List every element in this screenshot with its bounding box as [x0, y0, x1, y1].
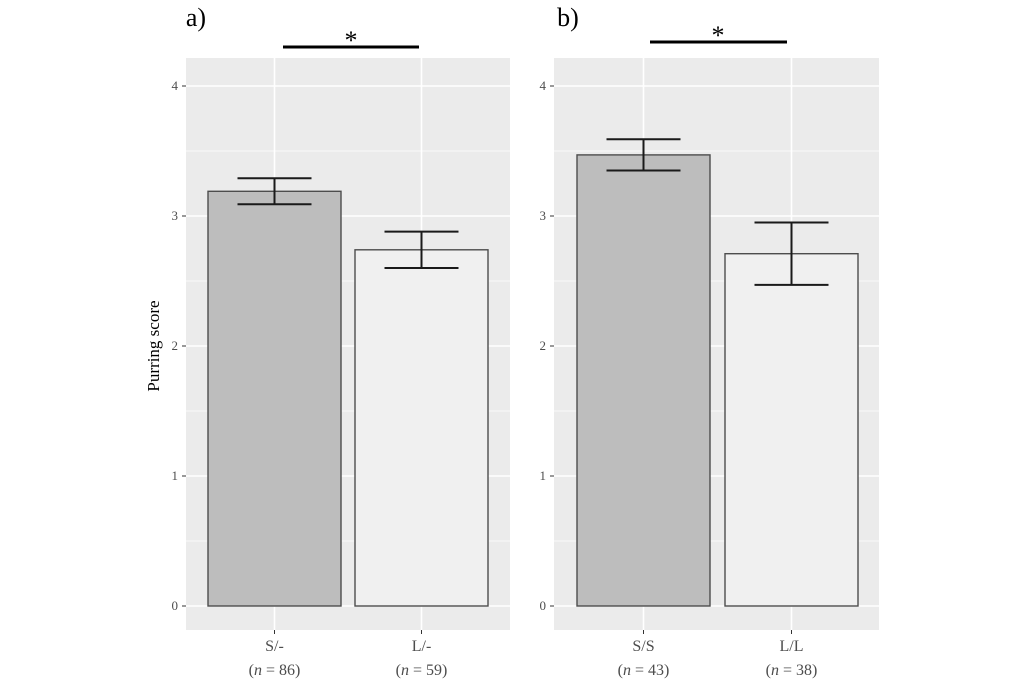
y-axis-label: Purring score: [144, 300, 163, 391]
error-bar: [754, 221, 829, 286]
y-tick-label: 3: [172, 208, 179, 223]
error-bar: [606, 138, 681, 172]
x-tick-label: S/S: [632, 638, 654, 655]
y-tick-label: 1: [172, 468, 179, 483]
n-label: (n = 43): [618, 662, 670, 679]
panel-label: a): [186, 3, 206, 32]
y-tick-label: 4: [540, 78, 547, 93]
n-label: (n = 86): [249, 662, 301, 679]
panel-b: 0 1 2 3 4 S/S (n = 43) L/L (n = 38) * b): [540, 3, 879, 679]
x-tick-label: L/L: [780, 638, 804, 655]
y-tick-label: 1: [540, 468, 547, 483]
n-label: (n = 59): [396, 662, 448, 679]
y-tick-label: 2: [172, 338, 179, 353]
bar-S/-: [207, 190, 342, 607]
error-bar: [384, 230, 459, 269]
y-tick-label: 3: [540, 208, 547, 223]
panel-a: 0 1 2 3 4 S/- (n = 86) L/- (n = 59) * a): [172, 3, 510, 679]
y-tick-label: 2: [540, 338, 547, 353]
significance-asterisk: *: [345, 26, 358, 55]
bar-L/-: [354, 249, 489, 607]
y-tick-label: 4: [172, 78, 179, 93]
x-tick-label: S/-: [265, 638, 284, 655]
x-tick-label: L/-: [412, 638, 432, 655]
bar-L/L: [724, 252, 859, 607]
n-label: (n = 38): [766, 662, 818, 679]
y-tick-label: 0: [540, 598, 547, 613]
error-bar: [237, 177, 312, 206]
y-tick-label: 0: [172, 598, 179, 613]
significance-asterisk: *: [712, 21, 725, 50]
bar-S/S: [576, 154, 711, 607]
panel-label: b): [557, 3, 579, 32]
